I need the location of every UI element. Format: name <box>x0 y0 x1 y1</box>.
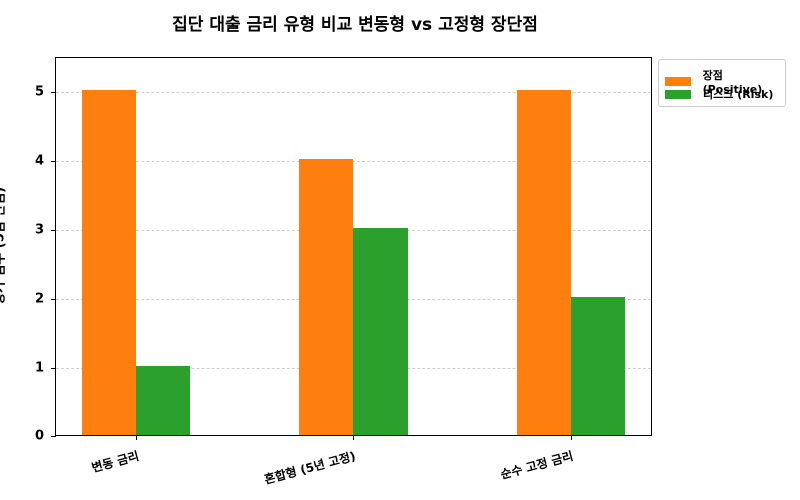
ytick-label-2: 2 <box>34 291 44 307</box>
ytick-2 <box>51 299 56 300</box>
bar-positive-고정 <box>517 90 571 435</box>
ytick-3 <box>51 230 56 231</box>
ytick-label-3: 3 <box>34 222 44 238</box>
xtick-1 <box>353 435 354 440</box>
legend-swatch-orange <box>665 77 691 86</box>
legend-label-positive: 장점 (Positive) <box>702 69 763 96</box>
xtick-label-0: 변동 금리 <box>89 448 141 475</box>
legend-label-risk: 리스크 (Risk) <box>703 88 774 101</box>
bar-positive-혼합 <box>299 159 353 435</box>
xtick-0 <box>136 435 137 440</box>
ytick-0 <box>51 436 56 437</box>
bar-positive-변동 <box>82 90 136 435</box>
plot-area: 0 1 2 3 4 5 <box>35 57 652 444</box>
gridline-5 <box>56 92 651 93</box>
ytick-label-0: 0 <box>34 428 44 444</box>
bar-risk-변동 <box>136 366 190 435</box>
gridline-4 <box>56 161 651 162</box>
ytick-1 <box>51 368 56 369</box>
xtick-label-2: 순수 고정 금리 <box>499 448 576 482</box>
bar-risk-혼합 <box>353 228 408 435</box>
ytick-label-4: 4 <box>34 153 44 169</box>
ytick-label-5: 5 <box>34 84 44 100</box>
legend-item-risk: 리스크 (Risk) <box>665 86 773 102</box>
ytick-label-1: 1 <box>34 360 44 376</box>
xtick-2 <box>571 435 572 440</box>
legend: 장점 (Positive) 리스크 (Risk) <box>658 59 786 107</box>
chart-title: 집단 대출 금리 유형 비교 변동형 vs 고정형 장단점 <box>172 15 538 35</box>
legend-item-positive: 장점 (Positive) <box>665 67 785 96</box>
ytick-5 <box>51 92 56 93</box>
legend-swatch-green <box>665 89 691 99</box>
bar-risk-고정 <box>571 297 625 435</box>
y-axis-title: 평가 점수 (5점 만점) <box>0 186 8 306</box>
xtick-label-1: 혼합형 (5년 고정) <box>262 448 358 487</box>
ytick-4 <box>51 161 56 162</box>
